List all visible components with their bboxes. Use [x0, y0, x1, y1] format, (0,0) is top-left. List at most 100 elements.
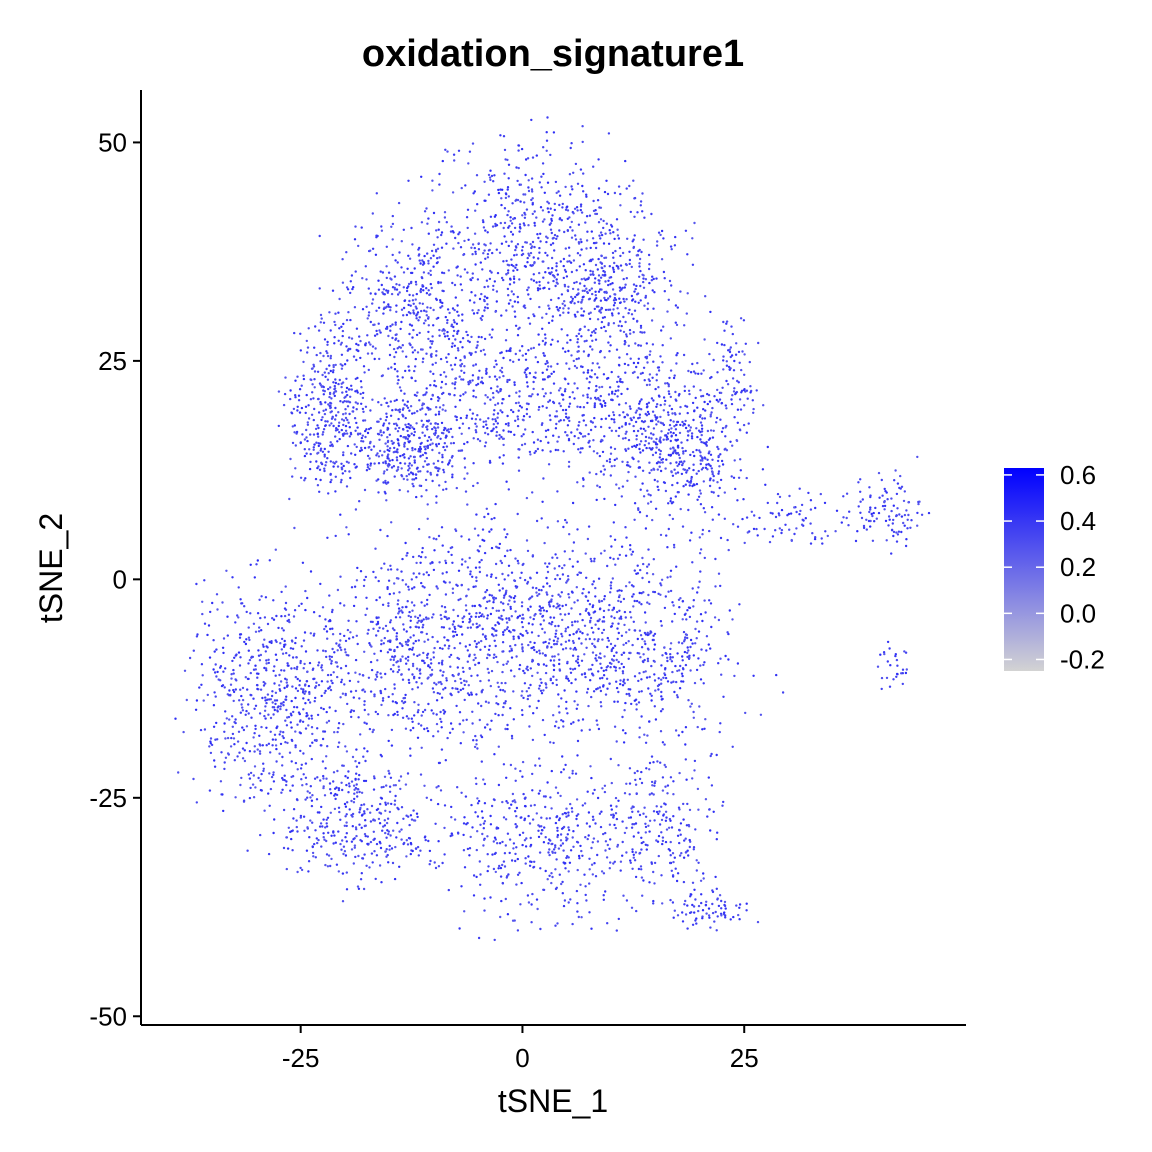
scatter-point: [657, 460, 660, 464]
scatter-point: [513, 595, 517, 598]
scatter-point: [749, 391, 752, 394]
scatter-point: [433, 646, 436, 650]
scatter-point: [480, 336, 483, 339]
scatter-point: [362, 410, 365, 413]
scatter-point: [599, 311, 603, 314]
scatter-point: [463, 466, 467, 469]
scatter-point: [331, 627, 334, 630]
scatter-point: [403, 700, 407, 704]
scatter-point: [733, 359, 736, 363]
scatter-point: [495, 695, 498, 698]
scatter-point: [720, 391, 723, 395]
scatter-point: [341, 692, 345, 695]
scatter-point: [648, 461, 651, 464]
scatter-point: [501, 462, 505, 465]
scatter-point: [471, 379, 474, 382]
scatter-point: [341, 401, 345, 404]
scatter-point: [569, 193, 572, 196]
scatter-point: [311, 367, 314, 370]
scatter-point: [524, 358, 528, 361]
scatter-point: [611, 398, 614, 402]
scatter-point: [503, 221, 507, 225]
scatter-point: [462, 378, 465, 381]
scatter-point: [681, 424, 685, 427]
scatter-point: [554, 427, 558, 430]
scatter-point: [335, 427, 338, 430]
scatter-point: [540, 517, 543, 520]
scatter-point: [264, 696, 267, 699]
scatter-point: [369, 320, 372, 324]
scatter-point: [695, 448, 698, 452]
scatter-point: [377, 279, 380, 282]
scatter-point: [677, 491, 680, 494]
scatter-point: [304, 411, 307, 415]
scatter-point: [371, 345, 375, 348]
scatter-point: [527, 252, 530, 255]
scatter-point: [530, 118, 533, 122]
scatter-point: [651, 419, 654, 423]
scatter-point: [577, 288, 580, 291]
scatter-point: [369, 462, 373, 465]
scatter-point: [607, 132, 611, 135]
scatter-point: [420, 601, 423, 604]
scatter-point: [692, 468, 695, 472]
scatter-point: [570, 142, 573, 145]
scatter-point: [200, 663, 204, 666]
scatter-point: [221, 646, 225, 649]
scatter-point: [711, 406, 714, 410]
scatter-point: [293, 609, 297, 612]
scatter-point: [537, 634, 540, 638]
scatter-point: [393, 687, 396, 690]
scatter-point: [365, 428, 368, 431]
scatter-point: [413, 455, 416, 459]
scatter-point: [347, 672, 350, 675]
scatter-point: [519, 632, 522, 636]
scatter-point: [579, 571, 583, 575]
scatter-point: [475, 693, 478, 696]
scatter-point: [560, 219, 563, 222]
scatter-point: [257, 630, 261, 633]
scatter-point: [521, 245, 524, 249]
scatter-point: [571, 591, 574, 594]
scatter-point: [628, 405, 632, 408]
scatter-point: [324, 464, 327, 467]
scatter-point: [405, 643, 408, 646]
scatter-point: [700, 433, 703, 437]
scatter-point: [717, 513, 721, 516]
scatter-point: [517, 401, 520, 404]
scatter-point: [232, 668, 235, 672]
scatter-point: [391, 238, 394, 241]
scatter-point: [696, 406, 699, 409]
scatter-point: [291, 739, 294, 743]
scatter-point: [484, 257, 487, 260]
scatter-point: [454, 415, 457, 418]
scatter-point: [521, 713, 524, 717]
scatter-point: [454, 377, 457, 380]
scatter-point: [446, 334, 449, 338]
scatter-point: [675, 323, 679, 327]
scatter-point: [344, 429, 348, 432]
scatter-point: [417, 722, 420, 725]
scatter-point: [610, 429, 613, 432]
scatter-point: [371, 620, 374, 624]
scatter-point: [392, 670, 395, 673]
scatter-point: [461, 337, 465, 340]
scatter-point: [587, 353, 590, 356]
scatter-point: [516, 424, 520, 428]
scatter-point: [710, 411, 713, 414]
scatter-point: [486, 256, 490, 259]
scatter-point: [341, 329, 345, 333]
scatter-point: [527, 186, 530, 189]
scatter-point: [336, 730, 339, 734]
scatter-point: [489, 398, 492, 401]
scatter-point: [290, 639, 294, 642]
scatter-point: [699, 414, 702, 417]
scatter-point: [306, 670, 309, 674]
scatter-point: [586, 371, 590, 374]
scatter-point: [412, 653, 416, 656]
scatter-point: [510, 649, 513, 652]
scatter-point: [379, 528, 382, 532]
scatter-point: [223, 722, 226, 725]
scatter-point: [382, 292, 385, 296]
scatter-point: [521, 214, 524, 217]
